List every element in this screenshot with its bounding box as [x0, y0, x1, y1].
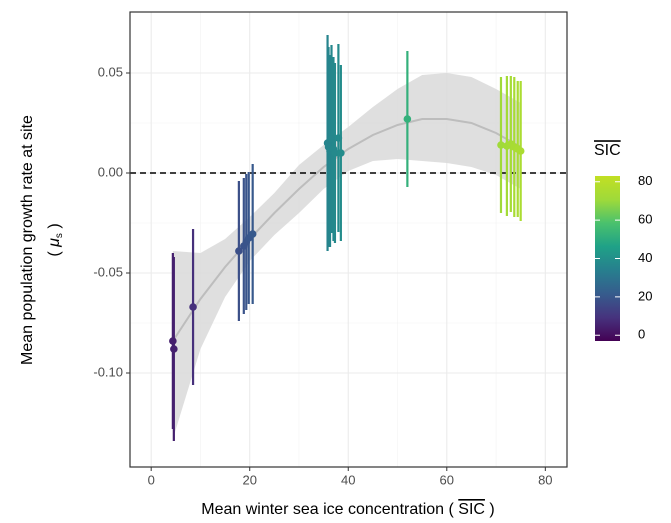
- colorbar-label: 0: [638, 327, 645, 342]
- point: [248, 230, 257, 238]
- point: [334, 134, 343, 142]
- y-title-mu: μ: [46, 238, 63, 248]
- y-tick-label: -0.05: [93, 264, 123, 279]
- colorbar-label: 20: [638, 288, 652, 303]
- x-axis-title: Mean winter sea ice concentration ( SIC …: [201, 501, 494, 518]
- point: [331, 149, 339, 157]
- colorbar-title: SIC: [594, 142, 621, 159]
- point: [403, 115, 412, 123]
- y-tick-label: 0.00: [98, 164, 123, 179]
- colorbar-label: 60: [638, 212, 652, 227]
- y-axis-title: Mean population growth rate at site: [19, 115, 36, 365]
- confidence-band: [172, 73, 521, 439]
- x-tick-label: 0: [148, 472, 155, 487]
- x-tick-label: 80: [538, 472, 552, 487]
- y-tick-label: 0.05: [98, 64, 123, 79]
- y-title-close: ): [46, 223, 63, 228]
- x-tick-label: 60: [440, 472, 454, 487]
- point: [327, 135, 336, 143]
- point: [170, 345, 178, 353]
- point: [169, 337, 177, 345]
- y-tick-label: -0.10: [93, 364, 123, 379]
- colorbar-label: 80: [638, 173, 652, 188]
- y-title-open: (: [46, 251, 63, 257]
- x-title-close: ): [489, 501, 494, 518]
- x-tick-label: 40: [341, 472, 355, 487]
- point: [497, 141, 505, 149]
- point: [189, 303, 197, 311]
- x-title-sic: SIC: [458, 501, 485, 518]
- x-title-text: Mean winter sea ice concentration (: [201, 501, 454, 518]
- colorbar-label: 40: [638, 250, 652, 265]
- point: [516, 147, 525, 155]
- y-title-sub: s: [54, 233, 65, 238]
- point: [235, 247, 243, 255]
- smooth-line: [172, 118, 522, 342]
- point: [337, 149, 345, 157]
- x-tick-label: 20: [242, 472, 256, 487]
- y-axis-title-2: ( μs ): [46, 223, 64, 256]
